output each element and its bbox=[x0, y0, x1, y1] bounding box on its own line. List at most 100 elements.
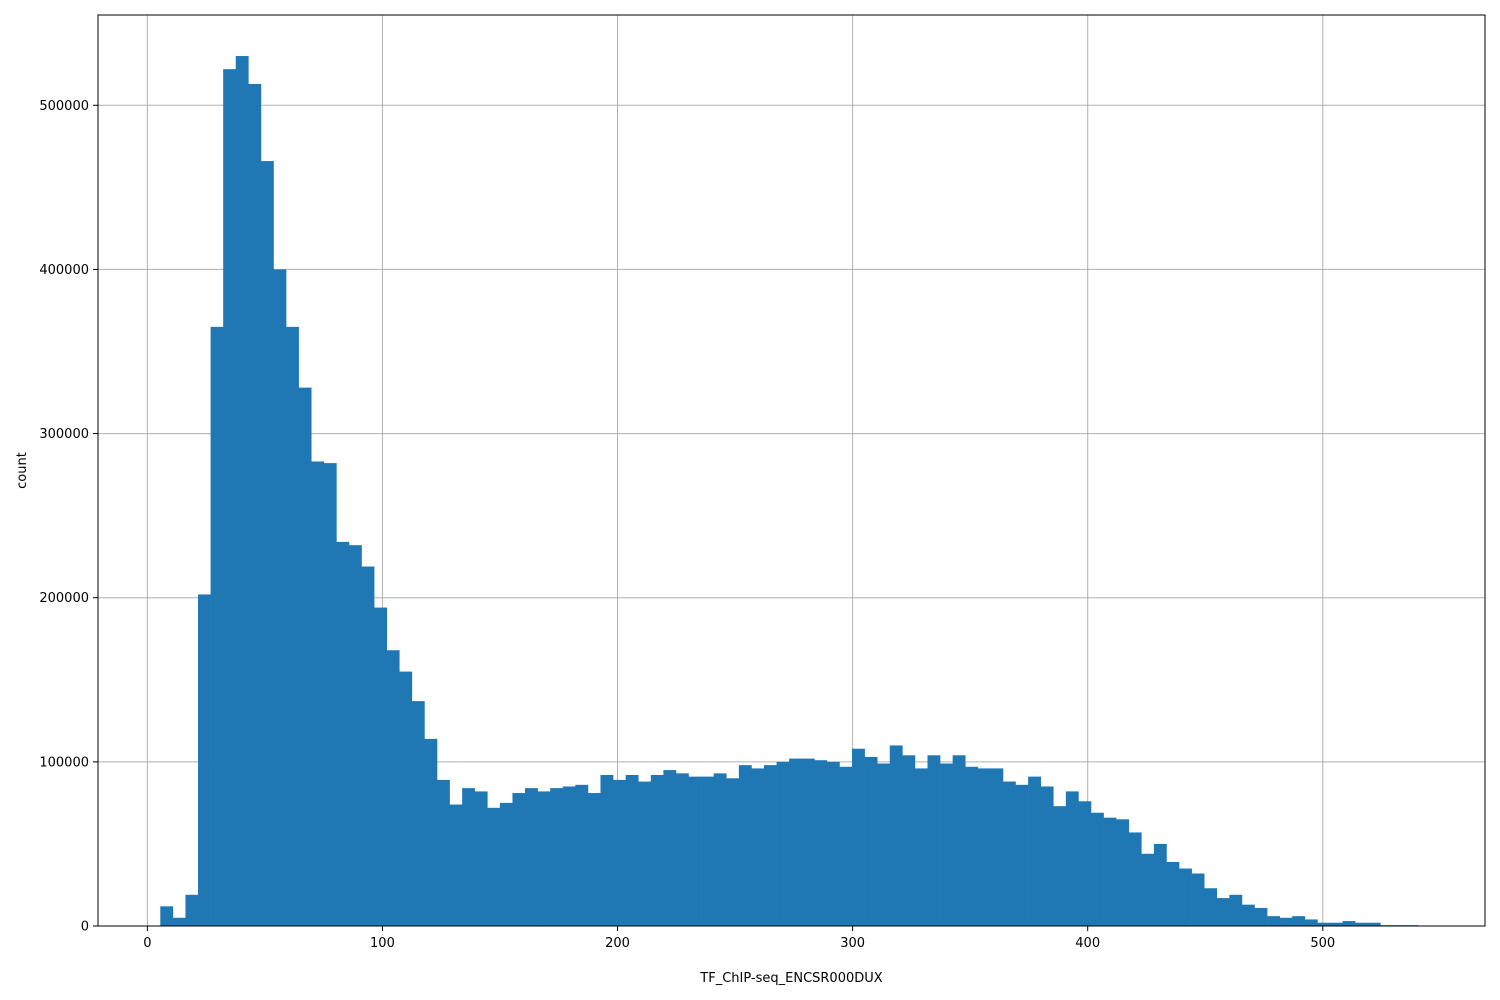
x-tick-label: 0 bbox=[143, 936, 151, 951]
histogram-bar bbox=[499, 802, 513, 926]
y-tick-label: 200000 bbox=[39, 591, 89, 606]
histogram-bar bbox=[713, 773, 727, 926]
bars-layer bbox=[160, 56, 1419, 927]
x-tick-label: 400 bbox=[1075, 936, 1100, 951]
histogram-bar bbox=[1267, 916, 1280, 926]
plot-frame bbox=[97, 14, 1486, 927]
histogram-bar bbox=[374, 607, 387, 926]
histogram-bar bbox=[286, 326, 299, 926]
histogram-bar bbox=[650, 774, 664, 926]
histogram-bar bbox=[1028, 776, 1041, 926]
histogram-bar bbox=[638, 781, 652, 926]
histogram-bar bbox=[223, 69, 237, 927]
y-tick-label: 400000 bbox=[39, 263, 89, 278]
histogram-bar bbox=[323, 463, 337, 926]
histogram-bar bbox=[361, 566, 375, 926]
histogram-bar bbox=[613, 779, 626, 926]
histogram-bar bbox=[198, 594, 211, 926]
histogram-bar bbox=[688, 776, 702, 926]
histogram-bar bbox=[1304, 919, 1318, 926]
histogram-bar bbox=[449, 804, 463, 926]
histogram-bar bbox=[1241, 904, 1255, 926]
histogram-bar bbox=[160, 906, 174, 926]
histogram-bar bbox=[763, 765, 777, 926]
histogram-bar bbox=[1216, 898, 1230, 926]
histogram-bar bbox=[235, 56, 249, 927]
histogram-bar bbox=[1078, 801, 1092, 926]
histogram-bar bbox=[1355, 922, 1368, 926]
histogram-bar bbox=[864, 756, 878, 926]
histogram-bar bbox=[399, 671, 413, 926]
histogram-bar bbox=[675, 773, 689, 926]
histogram-bar bbox=[487, 807, 501, 926]
histogram-bar bbox=[1292, 916, 1306, 926]
histogram-bar bbox=[902, 755, 916, 926]
histogram-bar bbox=[977, 768, 991, 926]
histogram-bar bbox=[348, 545, 362, 926]
histogram-bar bbox=[525, 788, 538, 926]
histogram-bar bbox=[1367, 922, 1381, 926]
y-axis-label: count bbox=[15, 452, 30, 489]
x-tick-label: 300 bbox=[840, 936, 865, 951]
histogram-bar bbox=[550, 788, 564, 926]
histogram-bar bbox=[1153, 843, 1167, 926]
histogram-bar bbox=[411, 701, 425, 926]
histogram-bar bbox=[336, 541, 350, 926]
histogram-bar bbox=[625, 774, 639, 926]
histogram-bar bbox=[537, 791, 551, 926]
histogram-bar bbox=[1116, 819, 1130, 926]
histogram-bar bbox=[839, 766, 853, 926]
y-tick-label: 500000 bbox=[39, 99, 89, 114]
histogram-bar bbox=[1179, 868, 1192, 926]
histogram-bar bbox=[298, 387, 312, 927]
histogram-bar bbox=[248, 83, 262, 926]
histogram-bar bbox=[826, 761, 840, 926]
histogram-bar bbox=[789, 758, 803, 926]
histogram-bar bbox=[185, 894, 199, 926]
histogram-bar bbox=[940, 763, 953, 926]
histogram-bar bbox=[914, 768, 928, 926]
histogram-bar bbox=[1342, 921, 1356, 926]
histogram-bar bbox=[965, 766, 979, 926]
histogram-bar bbox=[512, 793, 526, 926]
histogram-bar bbox=[386, 650, 400, 926]
histogram-bar bbox=[1040, 786, 1054, 926]
histogram-bar bbox=[927, 755, 941, 926]
histogram-bar bbox=[587, 793, 601, 926]
histogram-bar bbox=[1103, 817, 1117, 926]
histogram-bar bbox=[1166, 861, 1180, 926]
histogram-bar bbox=[172, 917, 186, 926]
x-tick-label: 500 bbox=[1310, 936, 1335, 951]
histogram-bar bbox=[311, 461, 325, 926]
histogram-bar bbox=[1317, 922, 1331, 926]
x-tick-label: 100 bbox=[370, 936, 395, 951]
x-tick-label: 200 bbox=[605, 936, 630, 951]
histogram-bar bbox=[889, 745, 903, 926]
histogram-bar bbox=[1229, 894, 1243, 926]
histogram-bar bbox=[436, 779, 450, 926]
histogram-bar bbox=[952, 755, 966, 926]
histogram-bar bbox=[701, 776, 714, 926]
histogram-bar bbox=[1065, 791, 1079, 926]
histogram-bar bbox=[663, 770, 677, 926]
histogram-bar bbox=[801, 758, 815, 926]
histogram-bar bbox=[990, 768, 1004, 926]
histogram-bar bbox=[726, 778, 740, 926]
histogram-bar bbox=[210, 326, 224, 926]
histogram-bar bbox=[1002, 781, 1016, 926]
histogram-bar bbox=[474, 791, 488, 926]
histogram-bar bbox=[1128, 832, 1142, 926]
ticks-layer: 0 100 200 300 400 500 0 100000 200000 300000 40000… bbox=[39, 99, 1335, 951]
histogram-bar bbox=[462, 788, 476, 926]
histogram-bar bbox=[273, 269, 287, 926]
histogram-bar bbox=[776, 761, 790, 926]
histogram-bar bbox=[575, 784, 589, 926]
histogram-bar bbox=[1329, 922, 1343, 926]
x-axis-label: TF_ChIP-seq_ENCSR000DUX bbox=[699, 971, 882, 986]
histogram-bar bbox=[424, 738, 438, 926]
histogram-bar bbox=[1191, 873, 1205, 926]
y-tick-label: 100000 bbox=[39, 755, 89, 770]
histogram-bar bbox=[1053, 806, 1067, 926]
histogram-bar bbox=[852, 748, 865, 926]
